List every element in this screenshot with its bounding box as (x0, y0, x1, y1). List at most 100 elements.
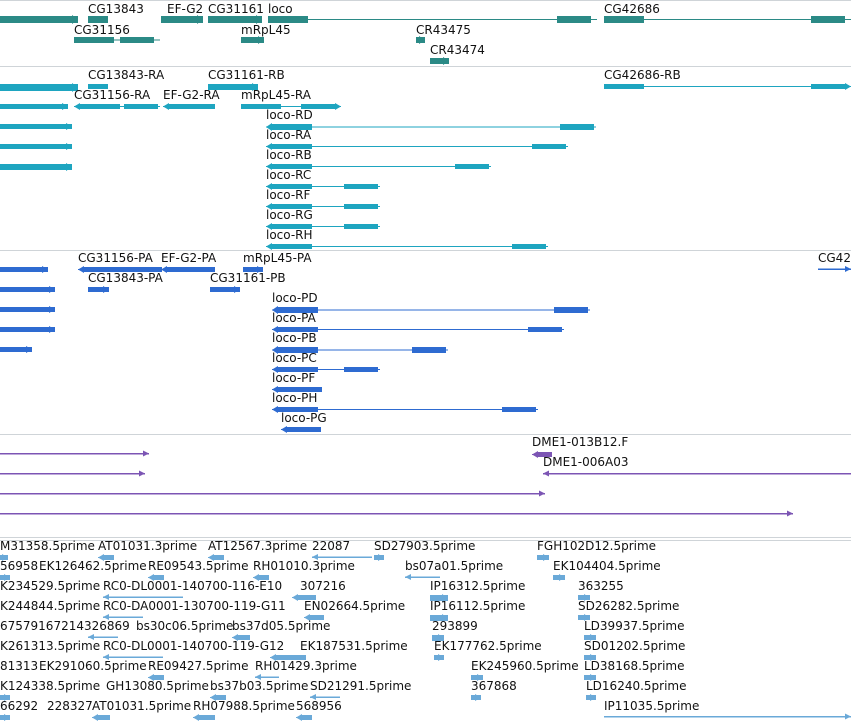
gene-feature[interactable] (430, 57, 449, 65)
protein-label[interactable]: loco-PC (272, 351, 317, 365)
est-feature[interactable] (471, 674, 483, 681)
est-label[interactable]: 307216 (300, 579, 346, 593)
est-label[interactable]: 568956 (296, 699, 342, 713)
est-label[interactable]: LD38168.5prime (584, 659, 685, 673)
est-feature[interactable] (0, 574, 10, 581)
transcript-label[interactable]: CG31156-RA (74, 88, 151, 102)
est-feature[interactable] (430, 614, 448, 622)
transcript-label[interactable]: loco-RD (266, 108, 313, 122)
est-feature[interactable] (405, 574, 440, 580)
est-feature[interactable] (537, 554, 549, 561)
est-label[interactable]: RC0-DL0001-140700-119-G12 (103, 639, 284, 653)
est-label[interactable]: RE09427.5prime (148, 659, 249, 673)
est-label[interactable]: SD01202.5prime (584, 639, 685, 653)
est-label[interactable]: EK126462.5prime (39, 559, 147, 573)
transcript-feature[interactable] (266, 143, 568, 150)
est-label[interactable]: SD27903.5prime (374, 539, 475, 553)
gene-label[interactable]: CR43474 (430, 43, 485, 57)
transcript-feature[interactable] (0, 83, 78, 92)
gene-label[interactable]: mRpL45 (241, 23, 291, 37)
est-label[interactable]: EK104404.5prime (553, 559, 661, 573)
protein-feature[interactable] (272, 306, 590, 314)
transcript-label[interactable]: mRpL45-RA (241, 88, 312, 102)
protein-feature[interactable] (243, 266, 263, 273)
est-label[interactable]: K124338.5prime (0, 679, 100, 693)
protein-feature[interactable] (0, 326, 55, 333)
gene-label[interactable]: CG42686 (604, 2, 660, 16)
est-feature[interactable] (0, 694, 10, 701)
est-feature[interactable] (578, 594, 590, 601)
est-feature[interactable] (193, 714, 215, 721)
est-feature[interactable] (471, 694, 481, 701)
transcript-feature[interactable] (241, 103, 341, 110)
est-label[interactable]: 56958 (0, 559, 38, 573)
est-feature[interactable] (103, 654, 163, 660)
transcript-feature[interactable] (266, 183, 380, 190)
est-label[interactable]: 228327 (47, 699, 93, 713)
est-label[interactable]: bs30c06.5prime (136, 619, 233, 633)
transcript-feature[interactable] (0, 123, 72, 130)
gene-label[interactable]: EF-G2 (167, 2, 203, 16)
transcript-feature[interactable] (0, 143, 72, 150)
gene-label[interactable]: CG31156 (74, 23, 130, 37)
protein-feature[interactable] (0, 306, 55, 313)
clone-feature[interactable] (0, 490, 545, 497)
est-feature[interactable] (296, 714, 312, 721)
est-label[interactable]: 67579167214326869 (0, 619, 130, 633)
est-feature[interactable] (210, 694, 226, 701)
est-label[interactable]: SD26282.5prime (578, 599, 679, 613)
est-feature[interactable] (0, 554, 8, 561)
est-feature[interactable] (312, 554, 372, 560)
est-label[interactable]: 66292 (0, 699, 38, 713)
protein-label[interactable]: CG31161-PB (210, 271, 286, 285)
protein-label[interactable]: loco-PH (272, 391, 317, 405)
gene-feature[interactable] (74, 37, 160, 43)
est-label[interactable]: FGH102D12.5prime (537, 539, 656, 553)
transcript-feature[interactable] (266, 243, 548, 250)
transcript-label[interactable]: loco-RG (266, 208, 313, 222)
est-label[interactable]: K234529.5prime (0, 579, 100, 593)
gene-feature[interactable] (604, 16, 851, 23)
protein-feature[interactable] (818, 266, 851, 272)
transcript-label[interactable]: CG42686-RB (604, 68, 681, 82)
est-label[interactable]: IP16312.5prime (430, 579, 525, 593)
transcript-feature[interactable] (74, 103, 160, 110)
est-label[interactable]: RE09543.5prime (148, 559, 249, 573)
transcript-label[interactable]: loco-RH (266, 228, 313, 242)
est-feature[interactable] (208, 554, 224, 561)
est-label[interactable]: RH01429.3prime (255, 659, 357, 673)
est-feature[interactable] (270, 654, 306, 661)
transcript-label[interactable]: EF-G2-RA (163, 88, 220, 102)
est-feature[interactable] (148, 574, 164, 581)
clone-feature[interactable] (543, 470, 851, 477)
protein-feature[interactable] (88, 286, 109, 293)
transcript-feature[interactable] (88, 84, 108, 89)
est-feature[interactable] (148, 674, 164, 681)
protein-feature[interactable] (272, 366, 380, 373)
est-feature[interactable] (253, 574, 269, 581)
protein-feature[interactable] (0, 346, 32, 353)
transcript-feature[interactable] (208, 83, 258, 91)
gene-feature[interactable] (161, 15, 203, 24)
est-feature[interactable] (232, 634, 250, 641)
protein-feature[interactable] (281, 426, 321, 433)
transcript-feature[interactable] (266, 163, 491, 170)
est-label[interactable]: bs37b03.5prime (210, 679, 308, 693)
est-label[interactable]: 81313 (0, 659, 38, 673)
protein-label[interactable]: CG13843-PA (88, 271, 164, 285)
protein-label[interactable]: CG31156-PA (78, 251, 154, 265)
gene-label[interactable]: CG13843 (88, 2, 144, 16)
transcript-label[interactable]: loco-RB (266, 148, 312, 162)
protein-label[interactable]: loco-PA (272, 311, 317, 325)
est-feature[interactable] (92, 714, 110, 721)
protein-feature[interactable] (272, 406, 538, 413)
est-feature[interactable] (578, 614, 590, 621)
est-label[interactable]: RH07988.5prime (193, 699, 295, 713)
est-label[interactable]: RC0-DL0001-140700-116-E10 (103, 579, 282, 593)
gene-label[interactable]: CG31161 (208, 2, 264, 16)
transcript-feature[interactable] (266, 223, 380, 230)
est-label[interactable]: 22087 (312, 539, 350, 553)
est-label[interactable]: M31358.5prime (0, 539, 95, 553)
clone-label[interactable]: DME1-006A03 (543, 455, 629, 469)
protein-label[interactable]: mRpL45-PA (243, 251, 312, 265)
